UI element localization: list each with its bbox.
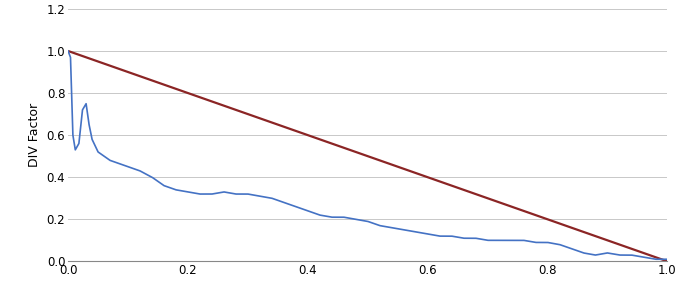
Y-axis label: DIV Factor: DIV Factor [28, 103, 41, 167]
